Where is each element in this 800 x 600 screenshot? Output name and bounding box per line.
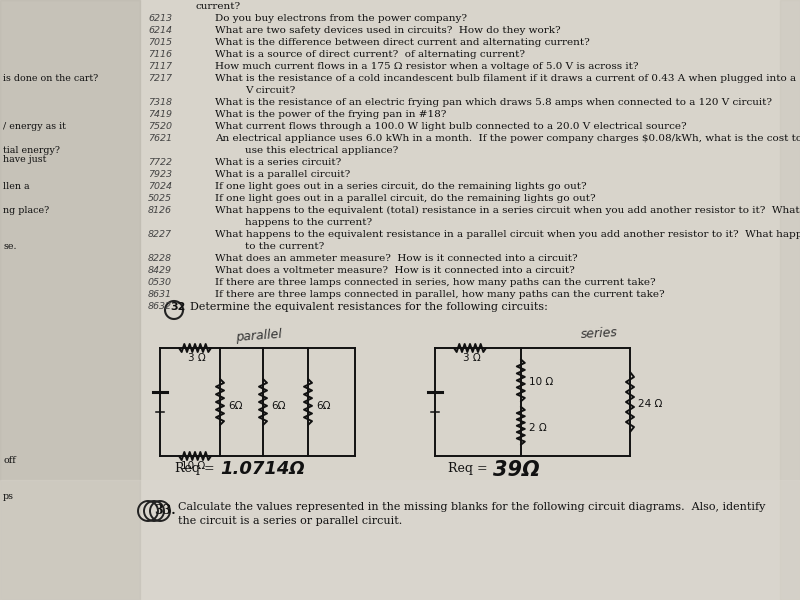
Text: 7015: 7015 xyxy=(148,38,172,47)
Text: An electrical appliance uses 6.0 kWh in a month.  If the power company charges $: An electrical appliance uses 6.0 kWh in … xyxy=(215,134,800,143)
Text: What is the resistance of a cold incandescent bulb filament if it draws a curren: What is the resistance of a cold incande… xyxy=(215,74,800,83)
Text: What is the difference between direct current and alternating current?: What is the difference between direct cu… xyxy=(215,38,590,47)
Text: 8429: 8429 xyxy=(148,266,172,275)
Text: If there are three lamps connected in series, how many paths can the current tak: If there are three lamps connected in se… xyxy=(215,278,656,287)
Text: 7217: 7217 xyxy=(148,74,172,83)
Text: 32: 32 xyxy=(170,302,186,312)
Text: have just: have just xyxy=(3,155,46,164)
Text: 6Ω: 6Ω xyxy=(228,401,242,411)
Text: What is the power of the frying pan in #18?: What is the power of the frying pan in #… xyxy=(215,110,446,119)
Text: to the current?: to the current? xyxy=(245,242,324,251)
Text: 10 Ω: 10 Ω xyxy=(529,377,553,388)
Text: 7520: 7520 xyxy=(148,122,172,131)
Text: / energy as it: / energy as it xyxy=(3,122,66,131)
Text: 2 Ω: 2 Ω xyxy=(529,423,546,433)
Text: If one light goes out in a series circuit, do the remaining lights go out?: If one light goes out in a series circui… xyxy=(215,182,586,191)
Text: ng place?: ng place? xyxy=(3,206,50,215)
Text: 3 Ω: 3 Ω xyxy=(463,353,481,363)
Text: 39Ω: 39Ω xyxy=(493,460,540,480)
Text: Req =: Req = xyxy=(448,462,488,475)
Text: 7318: 7318 xyxy=(148,98,172,107)
Text: What are two safety devices used in circuits?  How do they work?: What are two safety devices used in circ… xyxy=(215,26,561,35)
Text: 7621: 7621 xyxy=(148,134,172,143)
Text: the circuit is a series or parallel circuit.: the circuit is a series or parallel circ… xyxy=(178,516,402,526)
Text: series: series xyxy=(580,326,618,341)
Text: Determine the equivalent resistances for the following circuits:: Determine the equivalent resistances for… xyxy=(190,302,548,312)
Text: What does an ammeter measure?  How is it connected into a circuit?: What does an ammeter measure? How is it … xyxy=(215,254,578,263)
Text: current?: current? xyxy=(195,2,240,11)
Text: 33.: 33. xyxy=(154,504,176,517)
Text: 6214: 6214 xyxy=(148,26,172,35)
Text: What is a series circuit?: What is a series circuit? xyxy=(215,158,342,167)
Text: What is the resistance of an electric frying pan which draws 5.8 amps when conne: What is the resistance of an electric fr… xyxy=(215,98,772,107)
Text: 1.0714Ω: 1.0714Ω xyxy=(220,460,305,478)
Text: 6213: 6213 xyxy=(148,14,172,23)
Text: What is a parallel circuit?: What is a parallel circuit? xyxy=(215,170,350,179)
Text: 24 Ω: 24 Ω xyxy=(638,399,662,409)
Text: What does a voltmeter measure?  How is it connected into a circuit?: What does a voltmeter measure? How is it… xyxy=(215,266,574,275)
Text: 8631: 8631 xyxy=(148,290,172,299)
Text: What happens to the equivalent (total) resistance in a series circuit when you a: What happens to the equivalent (total) r… xyxy=(215,206,800,215)
Text: 6Ω: 6Ω xyxy=(316,401,330,411)
Text: llen a: llen a xyxy=(3,182,30,191)
Text: 7024: 7024 xyxy=(148,182,172,191)
Text: ps: ps xyxy=(3,492,14,501)
Text: 5025: 5025 xyxy=(148,194,172,203)
Text: 10 Ω: 10 Ω xyxy=(181,461,205,471)
Text: Calculate the values represented in the missing blanks for the following circuit: Calculate the values represented in the … xyxy=(178,502,766,512)
Text: If one light goes out in a parallel circuit, do the remaining lights go out?: If one light goes out in a parallel circ… xyxy=(215,194,596,203)
Text: 0530: 0530 xyxy=(148,278,172,287)
Text: Do you buy electrons from the power company?: Do you buy electrons from the power comp… xyxy=(215,14,467,23)
Text: 7117: 7117 xyxy=(148,62,172,71)
Text: se.: se. xyxy=(3,242,17,251)
Text: parallel: parallel xyxy=(235,328,282,344)
Text: 3 Ω: 3 Ω xyxy=(188,353,206,363)
Bar xyxy=(0,0,140,600)
Text: 8632: 8632 xyxy=(148,302,172,311)
Text: 8126: 8126 xyxy=(148,206,172,215)
Text: 8228: 8228 xyxy=(148,254,172,263)
Text: How much current flows in a 175 Ω resistor when a voltage of 5.0 V is across it?: How much current flows in a 175 Ω resist… xyxy=(215,62,638,71)
Text: If there are three lamps connected in parallel, how many paths can the current t: If there are three lamps connected in pa… xyxy=(215,290,665,299)
Text: off: off xyxy=(3,456,16,465)
Bar xyxy=(780,0,800,600)
Text: 7419: 7419 xyxy=(148,110,172,119)
Text: 7116: 7116 xyxy=(148,50,172,59)
Text: 7722: 7722 xyxy=(148,158,172,167)
Text: 8227: 8227 xyxy=(148,230,172,239)
Text: Req =: Req = xyxy=(175,462,214,475)
Text: What is a source of direct current?  of alternating current?: What is a source of direct current? of a… xyxy=(215,50,525,59)
Text: happens to the current?: happens to the current? xyxy=(245,218,372,227)
Text: use this electrical appliance?: use this electrical appliance? xyxy=(245,146,398,155)
Text: 6Ω: 6Ω xyxy=(271,401,286,411)
Text: What happens to the equivalent resistance in a parallel circuit when you add ano: What happens to the equivalent resistanc… xyxy=(215,230,800,239)
Text: What current flows through a 100.0 W light bulb connected to a 20.0 V electrical: What current flows through a 100.0 W lig… xyxy=(215,122,686,131)
Text: tial energy?: tial energy? xyxy=(3,146,60,155)
Text: V circuit?: V circuit? xyxy=(245,86,295,95)
Text: 7923: 7923 xyxy=(148,170,172,179)
Bar xyxy=(0,480,800,600)
Text: is done on the cart?: is done on the cart? xyxy=(3,74,98,83)
